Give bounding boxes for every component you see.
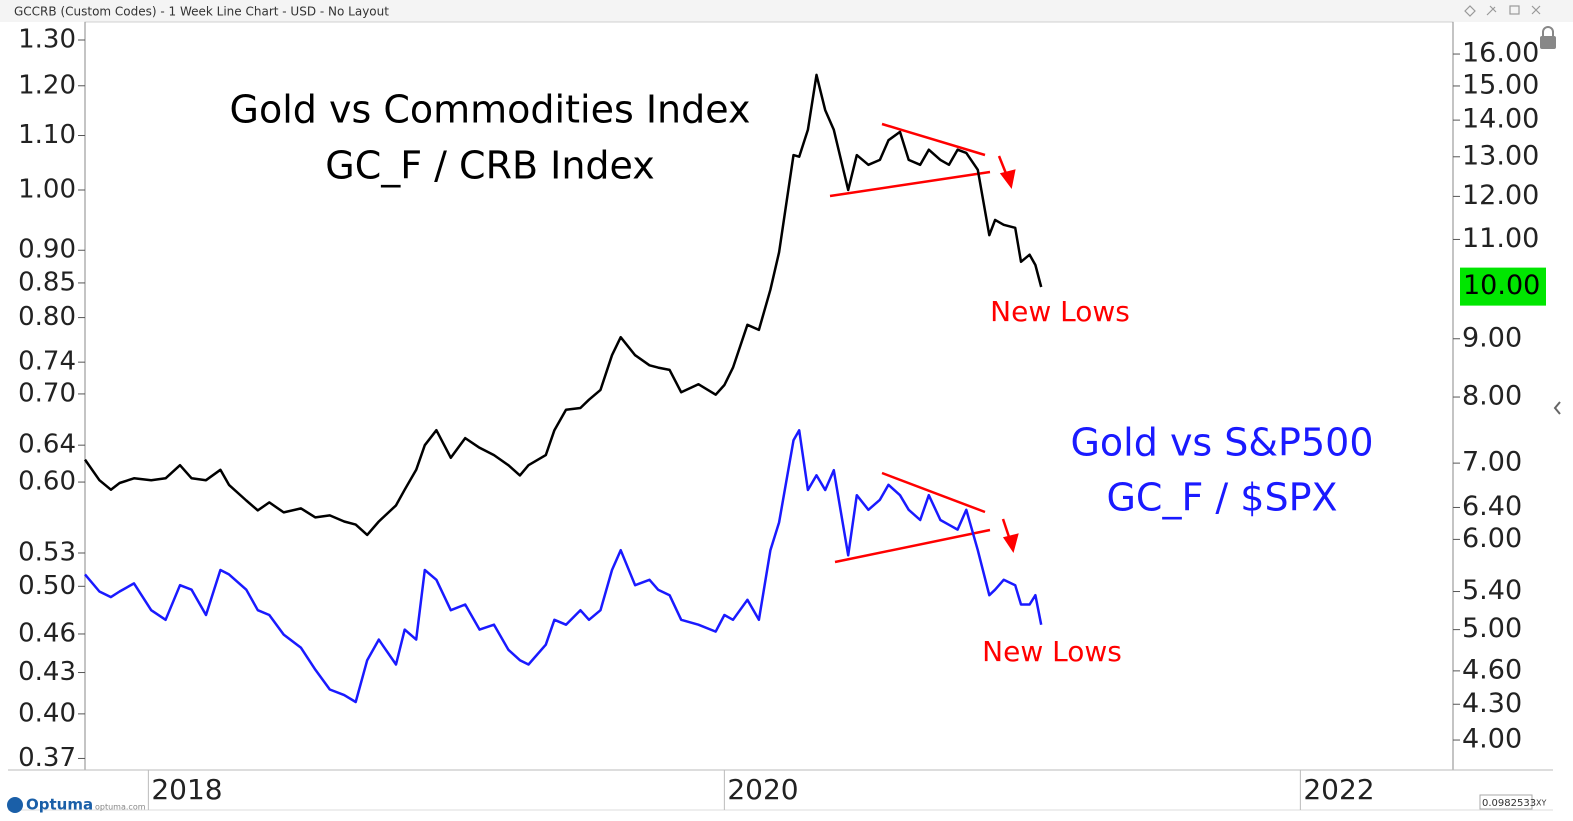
series-line [84, 429, 1043, 704]
y-tick-label: 1.20 [18, 70, 76, 100]
y2-tick-label: 6.40 [1462, 491, 1522, 522]
y-tick-label: 0.50 [18, 571, 76, 601]
side-panel-toggle[interactable] [1553, 401, 1561, 415]
window-icons[interactable] [1464, 5, 1541, 17]
x-tick-label: 2018 [151, 773, 222, 806]
trendlines [829, 122, 1019, 564]
readout-box [1479, 794, 1533, 810]
y2-tick-label: 4.60 [1462, 654, 1522, 685]
mode: XY [1536, 799, 1546, 808]
series-line [83, 73, 1043, 537]
annotation: New Lows [982, 635, 1122, 668]
y-tick-label: 0.85 [18, 267, 76, 297]
y2-tick-label: 14.00 [1462, 104, 1539, 135]
annotation: GC_F / $SPX [1106, 476, 1337, 520]
y2-tick-label: 16.00 [1462, 38, 1539, 69]
y-tick-label: 0.37 [18, 743, 76, 773]
y2-tick-label: 4.30 [1462, 688, 1522, 719]
header-title: GCCRB (Custom Codes) - 1 Week Line Chart… [14, 5, 389, 19]
y-tick-label: 0.90 [18, 235, 76, 265]
annotation: Gold vs Commodities Index [230, 88, 751, 132]
readout: 0.0982533 [1482, 798, 1536, 809]
y-tick-label: 0.43 [18, 657, 76, 687]
y-tick-label: 0.80 [18, 302, 76, 332]
y2-tick-label: 5.40 [1462, 575, 1522, 606]
annotation: GC_F / CRB Index [325, 144, 655, 188]
y2-tick-label: 11.00 [1462, 223, 1539, 254]
y-tick-label: 0.64 [18, 430, 76, 460]
annotation: New Lows [990, 295, 1130, 328]
y-tick-label: 1.10 [18, 120, 76, 150]
header-bar [0, 0, 1573, 22]
y-tick-label: 0.53 [18, 537, 76, 567]
y2-tick-label: 4.00 [1462, 724, 1522, 755]
y-tick-label: 0.70 [18, 378, 76, 408]
y2-tick-label: 7.00 [1462, 447, 1522, 478]
y2-tick-label: 9.00 [1462, 322, 1522, 353]
annotation: Gold vs S&P500 [1070, 421, 1373, 465]
y-tick-label: 0.40 [18, 698, 76, 728]
lock-icon[interactable] [1540, 26, 1556, 49]
brand: Optuma [26, 796, 93, 814]
y2-tick-label: 8.00 [1462, 381, 1522, 412]
y2-tick-label: 6.00 [1462, 523, 1522, 554]
y2-tick-label: 5.00 [1462, 613, 1522, 644]
y-tick-label: 1.00 [18, 175, 76, 205]
y-tick-label: 0.46 [18, 618, 76, 648]
y2-tick-label: 13.00 [1462, 140, 1539, 171]
y-tick-label: 0.74 [18, 347, 76, 377]
y-tick-label: 0.60 [18, 467, 76, 497]
y2-value-marker-label: 10.00 [1463, 270, 1540, 301]
optuma-logo: Optuma optuma.com [7, 796, 146, 814]
y-tick-label: 1.30 [18, 25, 76, 55]
brand-site: optuma.com [95, 803, 146, 812]
x-tick-label: 2022 [1303, 773, 1374, 806]
y2-tick-label: 15.00 [1462, 69, 1539, 100]
y2-value-marker [1460, 267, 1546, 306]
y2-tick-label: 12.00 [1462, 180, 1539, 211]
x-tick-label: 2020 [727, 773, 798, 806]
